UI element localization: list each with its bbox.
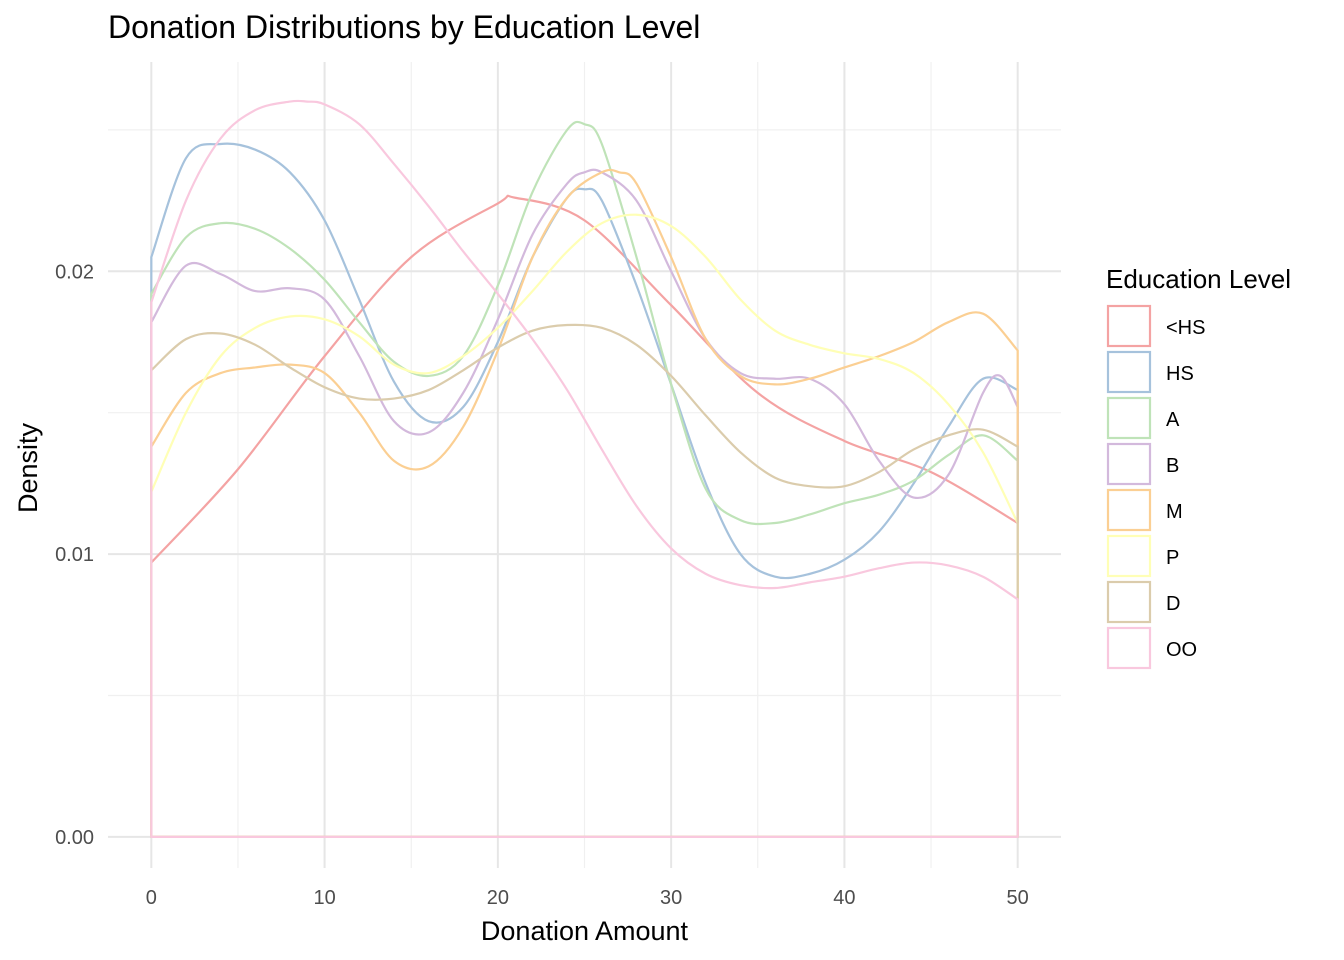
legend-label: A	[1166, 409, 1180, 431]
legend-label: P	[1166, 547, 1179, 569]
y-tick-label: 0.02	[55, 261, 94, 283]
minor-gridlines	[108, 62, 1061, 868]
y-axis-tick-labels: 0.00 0.01 0.02	[55, 261, 94, 849]
density-line-M	[150, 168, 1019, 838]
x-axis-title: Donation Amount	[481, 916, 689, 946]
density-line-D	[150, 323, 1019, 838]
legend: Education Level <HS HS A B M P D OO	[1106, 264, 1291, 670]
legend-key-<HS	[1106, 304, 1152, 348]
legend-label: D	[1166, 593, 1180, 615]
legend-key-OO	[1106, 626, 1152, 670]
legend-key-M	[1106, 488, 1152, 532]
x-tick-label: 30	[660, 887, 682, 909]
legend-label: M	[1166, 501, 1183, 523]
legend-key-P	[1106, 534, 1152, 578]
legend-key-D	[1106, 580, 1152, 624]
density-line-P	[150, 213, 1019, 838]
chart-title: Donation Distributions by Education Leve…	[108, 9, 700, 45]
density-line-B	[150, 168, 1019, 838]
legend-key-HS	[1106, 350, 1152, 394]
legend-label: OO	[1166, 639, 1197, 661]
density-lines	[150, 99, 1019, 838]
x-tick-label: 20	[487, 887, 509, 909]
density-line-A	[150, 120, 1019, 838]
y-tick-label: 0.00	[55, 827, 94, 849]
density-line-HS	[150, 142, 1019, 838]
legend-label: B	[1166, 455, 1179, 477]
legend-label: <HS	[1166, 317, 1205, 339]
legend-label: HS	[1166, 363, 1194, 385]
legend-title: Education Level	[1106, 264, 1291, 294]
x-tick-label: 40	[833, 887, 855, 909]
x-axis-tick-labels: 0 10 20 30 40 50	[146, 887, 1029, 909]
y-axis-title: Density	[13, 422, 43, 513]
density-line-OO	[150, 99, 1019, 838]
legend-key-B	[1106, 442, 1152, 486]
x-tick-label: 0	[146, 887, 157, 909]
legend-key-A	[1106, 396, 1152, 440]
y-tick-label: 0.01	[55, 544, 94, 566]
x-tick-label: 10	[313, 887, 335, 909]
x-tick-label: 50	[1007, 887, 1029, 909]
